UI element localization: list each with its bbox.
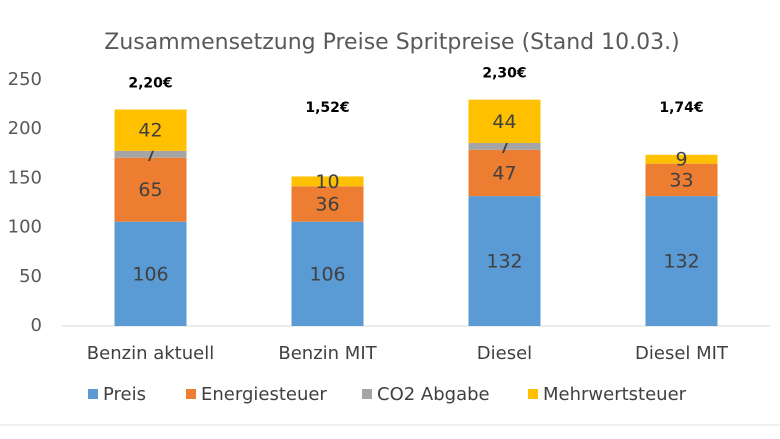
x-tick-label: Diesel — [477, 343, 532, 364]
total-label: 2,20€ — [128, 76, 172, 92]
bar-segment — [291, 186, 364, 222]
y-tick-label: 200 — [8, 118, 42, 139]
data-label: 65 — [138, 179, 162, 201]
bar-segment — [645, 163, 718, 197]
legend-label: Mehrwertsteuer — [543, 384, 687, 405]
data-label: 47 — [492, 162, 516, 184]
y-tick-label: 250 — [8, 69, 42, 90]
bar-segment — [114, 221, 187, 326]
legend-swatch — [186, 389, 196, 399]
legend-swatch — [88, 389, 98, 399]
legend-label: Preis — [103, 384, 146, 405]
bar-segment — [291, 176, 364, 187]
legend-label: CO2 Abgabe — [377, 384, 490, 405]
total-label: 1,74€ — [659, 100, 703, 116]
y-tick-label: 150 — [8, 167, 42, 188]
bar-segment — [114, 150, 187, 158]
bar-segment — [291, 221, 364, 326]
bar-segment — [114, 109, 187, 151]
data-label: 106 — [309, 263, 345, 285]
bar-segment — [468, 142, 541, 150]
bar-segment — [645, 196, 718, 326]
data-label: 33 — [669, 169, 693, 191]
y-tick-label: 50 — [19, 266, 42, 287]
bar-segment — [468, 196, 541, 326]
data-label: 9 — [675, 149, 687, 171]
x-tick-label: Benzin MIT — [278, 343, 377, 364]
total-label: 1,52€ — [305, 100, 349, 116]
total-label: 2,30€ — [482, 66, 526, 82]
legend-label: Energiesteuer — [201, 384, 327, 405]
y-tick-label: 0 — [31, 315, 42, 336]
data-label: 44 — [492, 111, 516, 133]
data-label: 10 — [315, 171, 339, 193]
chart-title: Zusammensetzung Preise Spritpreise (Stan… — [104, 30, 679, 55]
data-label: 106 — [132, 263, 168, 285]
data-label: 42 — [138, 120, 162, 142]
y-tick-label: 100 — [8, 217, 42, 238]
bar-segment — [468, 149, 541, 197]
legend-swatch — [362, 389, 372, 399]
bar-segment — [468, 99, 541, 143]
bar-segment — [645, 154, 718, 164]
legend-swatch — [528, 389, 538, 399]
x-tick-label: Diesel MIT — [635, 343, 729, 364]
x-tick-label: Benzin aktuell — [87, 343, 214, 364]
data-label: 132 — [486, 251, 522, 273]
data-label: 132 — [663, 251, 699, 273]
data-label: 36 — [315, 193, 339, 215]
bar-segment — [114, 157, 187, 222]
